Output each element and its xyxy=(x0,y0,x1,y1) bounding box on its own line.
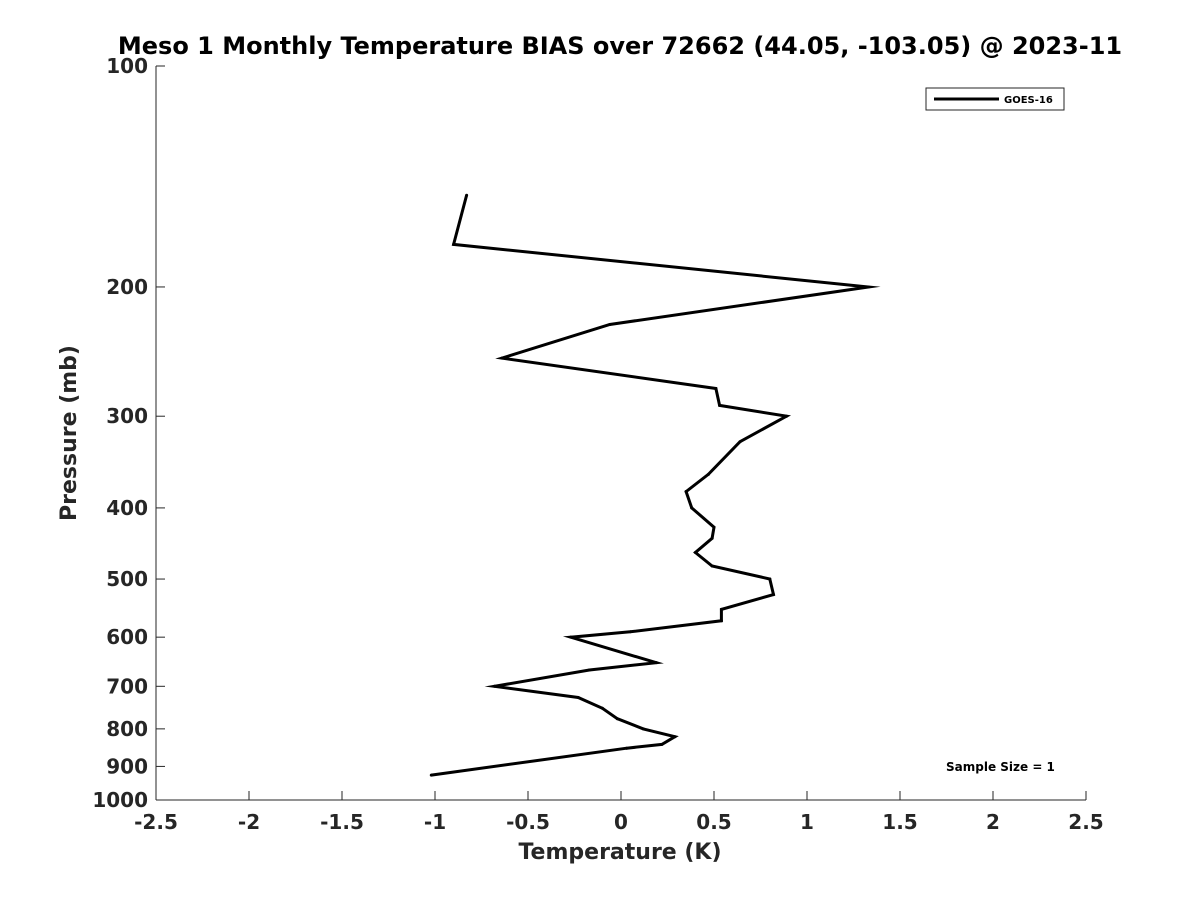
x-tick-label: 2 xyxy=(986,810,1000,834)
data-point xyxy=(600,706,604,710)
data-point xyxy=(587,668,591,672)
y-tick-label: 700 xyxy=(106,674,148,698)
chart-title: Meso 1 Monthly Temperature BIAS over 726… xyxy=(118,32,1122,60)
series-layer xyxy=(429,193,881,777)
data-point xyxy=(768,577,772,581)
data-point xyxy=(719,619,723,623)
data-point xyxy=(654,661,658,665)
data-point xyxy=(714,386,718,390)
data-point xyxy=(660,742,664,746)
y-tick-label: 600 xyxy=(106,625,148,649)
series-line-goes-16 xyxy=(431,194,881,777)
data-point xyxy=(690,506,694,510)
data-point xyxy=(719,607,723,611)
x-ticks: -2.5 -2 -1.5 -1 -0.5 0 0.5 1 1.5 2 2.5 xyxy=(134,791,1104,834)
data-point xyxy=(710,564,714,568)
sample-size-annotation: Sample Size = 1 xyxy=(946,760,1055,774)
data-point xyxy=(429,773,433,777)
data-point xyxy=(625,746,629,750)
data-point xyxy=(710,536,714,540)
x-tick-label: -1 xyxy=(424,810,446,834)
data-point xyxy=(693,550,697,554)
data-point xyxy=(576,695,580,699)
legend-label-goes-16: GOES-16 xyxy=(1004,95,1053,106)
data-point xyxy=(615,717,619,721)
y-tick-label: 400 xyxy=(106,496,148,520)
data-point xyxy=(772,593,776,597)
y-tick-label: 800 xyxy=(106,717,148,741)
x-tick-label: -1.5 xyxy=(320,810,364,834)
data-point xyxy=(500,356,504,360)
x-axis-label: Temperature (K) xyxy=(518,840,721,865)
data-point xyxy=(569,635,573,639)
data-point xyxy=(452,242,456,246)
data-point xyxy=(706,472,710,476)
x-tick-label: 1 xyxy=(800,810,814,834)
x-tick-label: 1.5 xyxy=(882,810,917,834)
x-tick-label: 0 xyxy=(614,810,628,834)
axes xyxy=(155,66,1086,801)
y-tick-label: 900 xyxy=(106,754,148,778)
data-point xyxy=(465,193,469,197)
y-axis-label: Pressure (mb) xyxy=(57,345,82,521)
data-point xyxy=(628,630,632,634)
data-point xyxy=(673,735,677,739)
x-tick-label: 2.5 xyxy=(1068,810,1103,834)
y-tick-label: 100 xyxy=(106,54,148,78)
y-tick-label: 500 xyxy=(106,567,148,591)
data-point xyxy=(608,323,612,327)
data-point xyxy=(866,285,870,289)
x-tick-label: -2 xyxy=(238,810,260,834)
y-tick-label: 300 xyxy=(106,404,148,428)
x-tick-label: -2.5 xyxy=(134,810,178,834)
data-point xyxy=(712,525,716,529)
legend: GOES-16 xyxy=(925,87,1065,111)
y-tick-label: 1000 xyxy=(92,788,148,812)
data-point xyxy=(684,490,688,494)
y-ticks: 100 200 300 400 500 600 700 800 900 1000 xyxy=(92,54,165,812)
data-point xyxy=(493,684,497,688)
data-point xyxy=(718,403,722,407)
data-point xyxy=(738,440,742,444)
data-point xyxy=(785,414,789,418)
x-tick-label: -0.5 xyxy=(506,810,550,834)
y-tick-label: 200 xyxy=(106,275,148,299)
data-point xyxy=(641,727,645,731)
x-tick-label: 0.5 xyxy=(696,810,731,834)
